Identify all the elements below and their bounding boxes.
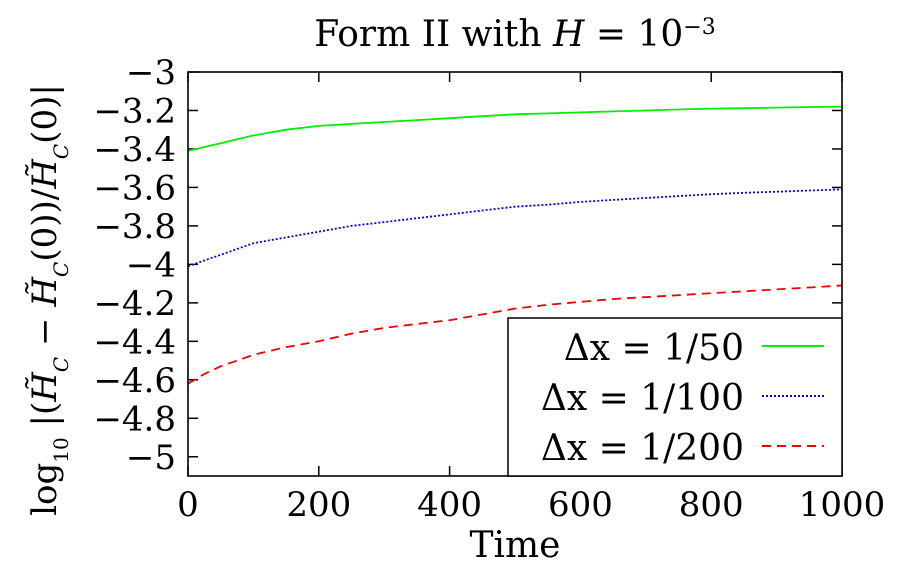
y-tick-label: −3.2 xyxy=(93,91,176,131)
legend-label: Δx = 1/50 xyxy=(564,328,744,369)
y-tick-label: −4.8 xyxy=(93,399,176,439)
y-tick-label: −3.4 xyxy=(93,130,176,170)
y-tick-label: −4.4 xyxy=(93,322,176,362)
x-tick-label: 200 xyxy=(286,485,351,525)
y-tick-label: −3 xyxy=(126,53,176,93)
x-axis-label: Time xyxy=(470,525,561,566)
chart-title: Form II with H = 10−3 xyxy=(314,14,715,55)
series-layer xyxy=(187,105,843,385)
x-tick-label: 600 xyxy=(548,485,613,525)
series-line-1 xyxy=(187,105,843,152)
x-tick-label: 800 xyxy=(679,485,744,525)
y-tick-label: −5 xyxy=(126,438,176,478)
x-tick-label: 0 xyxy=(177,485,199,525)
axis-ticks: 0 200 400 600 800 1000−3−3.2−3.4−3.6−3.8−4−4.… xyxy=(93,53,885,525)
x-tick-label: 1000 xyxy=(799,485,886,525)
legend-label: Δx = 1/100 xyxy=(541,378,744,419)
legend: Δx = 1/50 Δx = 1/100 Δx = 1/200 xyxy=(507,317,843,477)
y-tick-label: −4 xyxy=(126,245,176,285)
series-line-3 xyxy=(187,284,843,385)
y-axis-label: log10 |(H̃C − H̃C(0))/H̃C(0)| xyxy=(25,84,73,516)
x-tick-label: 400 xyxy=(417,485,482,525)
y-tick-label: −3.6 xyxy=(93,168,176,208)
y-tick-label: −4.6 xyxy=(93,361,176,401)
y-tick-label: −4.2 xyxy=(93,284,176,324)
series-line-2 xyxy=(187,188,843,268)
legend-label: Δx = 1/200 xyxy=(541,428,744,469)
y-tick-label: −3.8 xyxy=(93,207,176,247)
